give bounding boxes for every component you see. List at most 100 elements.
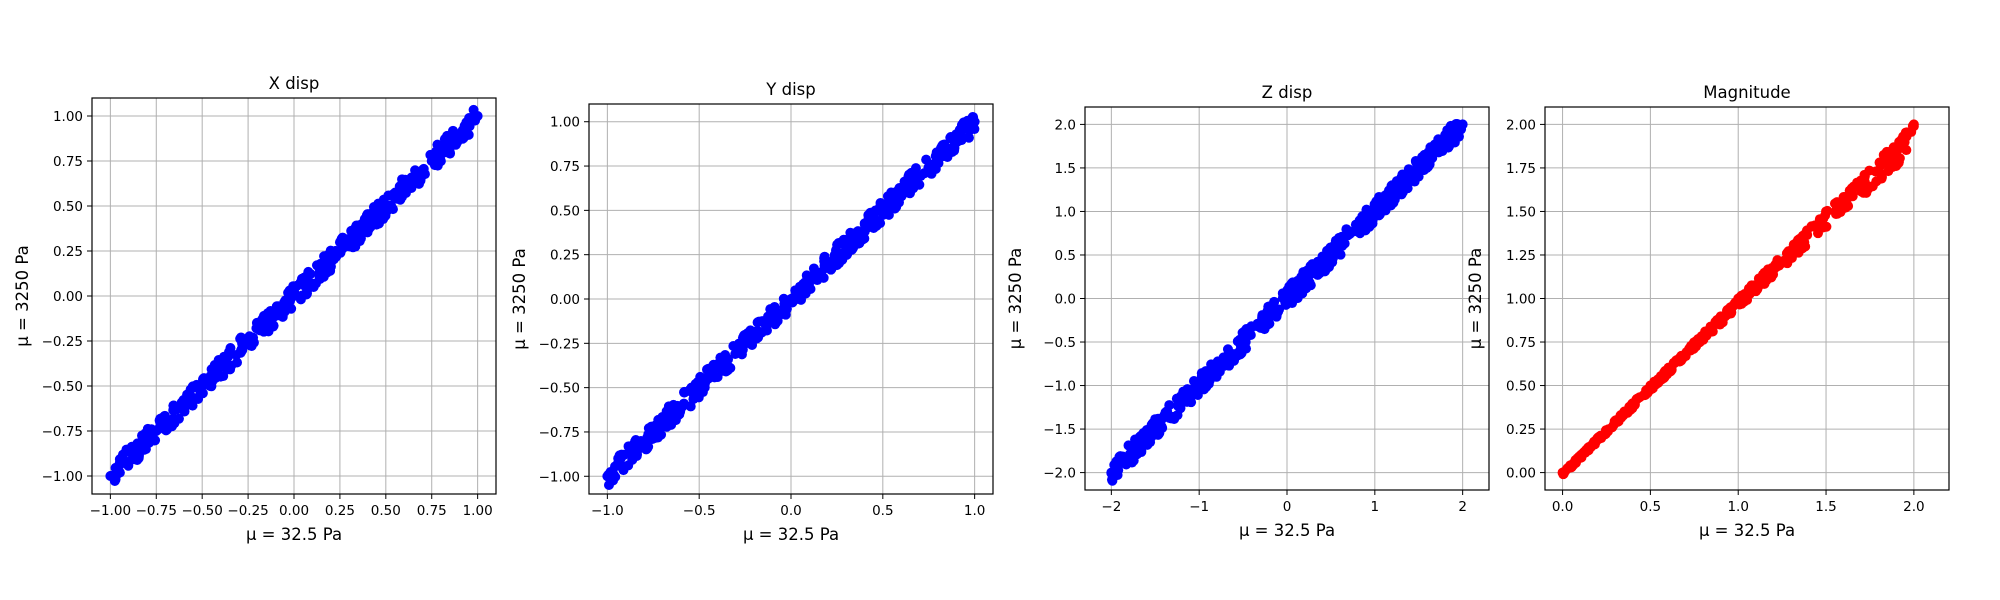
y-tick-label: 2.0 [1055, 117, 1076, 133]
scatter-point [313, 261, 324, 272]
scatter-point [1331, 245, 1342, 256]
scatter-point [1422, 160, 1433, 171]
scatter-point [684, 384, 695, 395]
scatter-point [143, 433, 154, 444]
y-tick-label: 0.75 [53, 154, 83, 170]
scatter-point [1319, 266, 1330, 277]
scatter-point [1292, 275, 1303, 286]
scatter-point [1685, 342, 1696, 353]
scatter-point [1402, 183, 1413, 194]
x-tick-label: 0.5 [872, 503, 893, 519]
scatter-point [1794, 244, 1805, 255]
y-axis-label: μ = 3250 Pa [1466, 248, 1485, 349]
y-tick-label: 1.75 [1506, 161, 1536, 177]
scatter-point [441, 146, 452, 157]
scatter-point [1889, 144, 1900, 155]
scatter-point [613, 460, 624, 471]
scatter-point [464, 121, 475, 132]
scatter-point [1164, 412, 1175, 423]
scatter-point [1821, 206, 1832, 217]
scatter-point [904, 188, 915, 199]
scatter-point [1218, 360, 1229, 371]
scatter-points [1557, 119, 1919, 480]
scatter-points [1106, 118, 1468, 486]
y-tick-label: 0.00 [550, 292, 580, 308]
y-tick-label: 0.25 [550, 248, 580, 264]
subplot-y-disp: −1.0 −0.5 0.0 0.5 1.0 −1.00 −0.75 −0.50 −0.25 0.0… [510, 80, 994, 544]
scatter-point [1107, 475, 1118, 486]
scatter-point [678, 398, 689, 409]
y-tick-label: 1.5 [1055, 161, 1076, 177]
scatter-point [616, 449, 627, 460]
scatter-point [1262, 319, 1273, 330]
scatter-point [870, 205, 881, 216]
x-tick-label: 1 [1371, 499, 1380, 515]
y-tick-label: −1.0 [1043, 379, 1076, 395]
scatter-point [1403, 164, 1414, 175]
y-tick-label: 0.50 [53, 199, 83, 215]
scatter-point [380, 201, 391, 211]
scatter-point [419, 169, 430, 180]
x-tick-label: 1.0 [964, 503, 985, 519]
scatter-points [105, 104, 483, 487]
scatter-point [260, 315, 271, 326]
x-tick-label: −1 [1189, 499, 1209, 515]
scatter-point [1876, 173, 1887, 184]
scatter-point [964, 125, 975, 136]
y-tick-label: −1.5 [1043, 422, 1076, 438]
scatter-point [1311, 260, 1322, 271]
x-tick-label: 0.0 [780, 503, 801, 519]
x-tick-label: 2.0 [1903, 499, 1924, 515]
scatter-point [853, 226, 864, 237]
scatter-point [1194, 380, 1205, 391]
scatter-point [869, 217, 880, 228]
scatter-point [158, 420, 169, 431]
y-tick-label: 0.00 [1506, 466, 1536, 482]
scatter-point [1855, 175, 1866, 186]
scatter-point [351, 221, 362, 232]
chart-title: Y disp [765, 80, 815, 99]
scatter-point [123, 456, 134, 467]
scatter-point [472, 111, 483, 121]
scatter-point [1774, 260, 1785, 271]
scatter-point [1653, 377, 1664, 388]
y-tick-label: 0.25 [1506, 422, 1536, 438]
y-tick-label: 0.75 [1506, 335, 1536, 351]
y-tick-label: 2.00 [1506, 117, 1536, 133]
scatter-point [818, 272, 829, 283]
scatter-point [1838, 201, 1849, 212]
plot-frame [1544, 106, 1950, 491]
scatter-point [159, 410, 170, 421]
scatter-point [760, 321, 771, 332]
scatter-point [937, 140, 948, 151]
scatter-point [919, 168, 930, 179]
scatter-point [1576, 449, 1587, 460]
scatter-point [803, 279, 814, 290]
scatter-point [1128, 455, 1139, 466]
scatter-point [1196, 371, 1207, 382]
chart-title: X disp [269, 74, 320, 93]
scatter-point [197, 381, 208, 391]
scatter-point [1137, 432, 1148, 443]
scatter-point [1676, 355, 1687, 366]
scatter-point [765, 304, 776, 315]
scatter-point [130, 440, 141, 451]
scatter-point [187, 400, 198, 411]
scatter-point [641, 444, 652, 455]
scatter-point [1715, 311, 1726, 322]
scatter-point [1847, 191, 1858, 202]
scatter-point [1437, 145, 1448, 156]
y-axis-label: μ = 3250 Pa [510, 248, 529, 349]
scatter-point [1447, 128, 1458, 139]
scatter-point [904, 176, 915, 187]
scatter-point [694, 382, 705, 393]
scatter-point [1153, 429, 1164, 440]
scatter-point [306, 278, 317, 289]
scatter-point [1743, 289, 1754, 300]
scatter-point [1668, 358, 1679, 369]
scatter-point [1380, 199, 1391, 210]
scatter-point [745, 325, 756, 336]
scatter-point [1885, 162, 1896, 173]
x-tick-label: 1.5 [1815, 499, 1836, 515]
